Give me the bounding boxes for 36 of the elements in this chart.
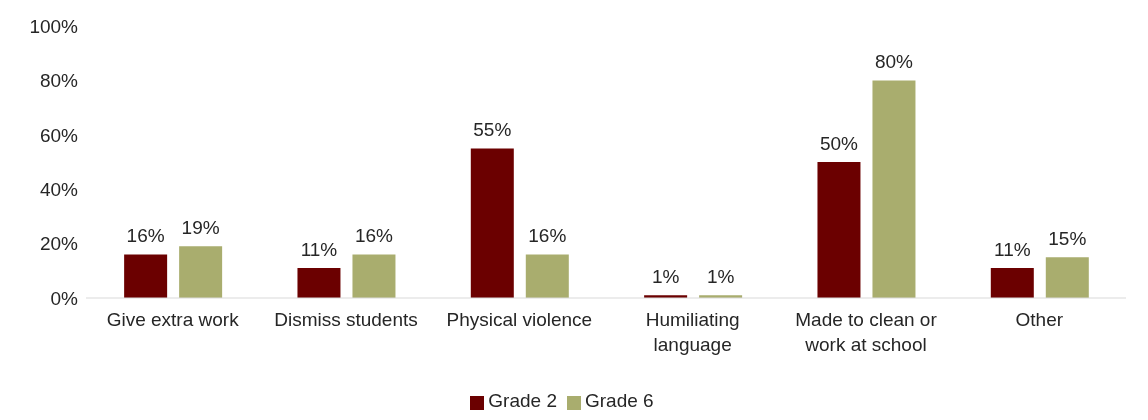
data-label: 50% <box>819 133 859 154</box>
x-tick-label: Humiliating language <box>645 309 740 355</box>
data-label: 11% <box>300 239 338 261</box>
y-tick-label: 80% <box>39 70 79 92</box>
legend-label: Grade 2 <box>488 390 557 411</box>
bar <box>124 254 168 298</box>
data-label: 11% <box>993 239 1031 261</box>
bar <box>470 148 514 298</box>
data-label: 80% <box>874 51 914 73</box>
y-tick-label: 100% <box>29 15 79 37</box>
data-label: 55% <box>473 119 512 141</box>
y-tick-label: 20% <box>39 233 79 255</box>
bar <box>1045 257 1089 298</box>
y-tick-label: 40% <box>39 178 79 200</box>
x-tick-label: Made to clean or work at school <box>795 309 938 355</box>
data-label: 16% <box>126 225 165 247</box>
data-label: 19% <box>181 217 220 239</box>
data-label: 1% <box>651 266 680 288</box>
bar <box>872 80 916 298</box>
legend-label: Grade 6 <box>585 390 654 411</box>
bar <box>179 246 223 298</box>
bar <box>352 254 396 298</box>
data-label: 1% <box>706 266 735 288</box>
bar <box>817 162 861 298</box>
data-label: 15% <box>1048 228 1087 250</box>
y-tick-label: 60% <box>39 124 79 146</box>
x-tick-label: Other <box>1015 309 1064 330</box>
x-tick-label: Give extra work <box>106 309 240 330</box>
data-label: 16% <box>528 225 567 247</box>
x-tick-label: Physical violence <box>446 309 593 330</box>
x-tick-label: Dismiss students <box>274 309 418 330</box>
bar <box>525 254 569 298</box>
data-label: 16% <box>354 225 394 247</box>
y-tick-label: 0% <box>50 287 79 309</box>
bar <box>297 268 341 298</box>
bar <box>990 268 1034 298</box>
